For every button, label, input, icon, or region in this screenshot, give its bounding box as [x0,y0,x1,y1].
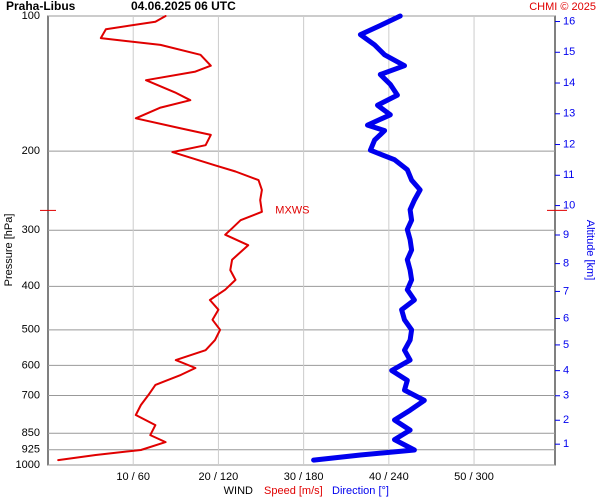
legend-label: Direction [°] [332,485,389,497]
chart-title: Praha-Libus [6,0,76,13]
y2-tick-label: 9 [563,229,569,241]
y-tick-label: 1000 [16,459,40,471]
y2-tick-label: 2 [563,414,569,426]
y2-tick-label: 11 [563,169,574,181]
y-axis-label: Pressure [hPa] [3,214,15,287]
series-line [57,15,263,462]
y2-tick-label: 13 [563,108,575,120]
x-axis-label: WIND [224,485,253,497]
x-tick-label: 30 / 180 [284,471,324,483]
y2-tick-label: 15 [563,46,575,58]
y2-tick-label: 10 [563,199,575,211]
y2-tick-label: 4 [563,365,569,377]
y2-tick-label: 7 [563,285,569,297]
y-tick-label: 925 [22,444,40,456]
y-tick-label: 700 [22,389,40,401]
legend-label: Speed [m/s] [264,485,323,497]
y2-tick-label: 3 [563,390,569,402]
x-tick-label: 20 / 120 [199,471,239,483]
y2-tick-label: 5 [563,339,569,351]
y2-tick-label: 8 [563,258,569,270]
y-tick-label: 100 [22,10,40,22]
x-tick-label: 50 / 300 [454,471,494,483]
credit: CHMI © 2025 [529,1,596,13]
y-tick-label: 400 [22,280,40,292]
y2-tick-label: 12 [563,138,575,150]
y2-tick-label: 14 [563,77,575,89]
chart-subtitle: 04.06.2025 06 UTC [131,0,236,13]
y-tick-label: 500 [22,324,40,336]
x-tick-label: 40 / 240 [369,471,409,483]
plot-frame [47,15,556,466]
y-tick-label: 850 [22,427,40,439]
y2-tick-label: 1 [563,438,569,450]
y2-tick-label: 6 [563,312,569,324]
y-tick-label: 600 [22,359,40,371]
y2-axis-label: Altitude [km] [584,220,596,281]
series-line [311,13,427,463]
y-tick-label: 300 [22,224,40,236]
y2-tick-label: 16 [563,15,575,27]
x-tick-label: 10 / 60 [116,471,150,483]
y-tick-label: 200 [22,145,40,157]
annotation: MXWS [275,204,309,216]
